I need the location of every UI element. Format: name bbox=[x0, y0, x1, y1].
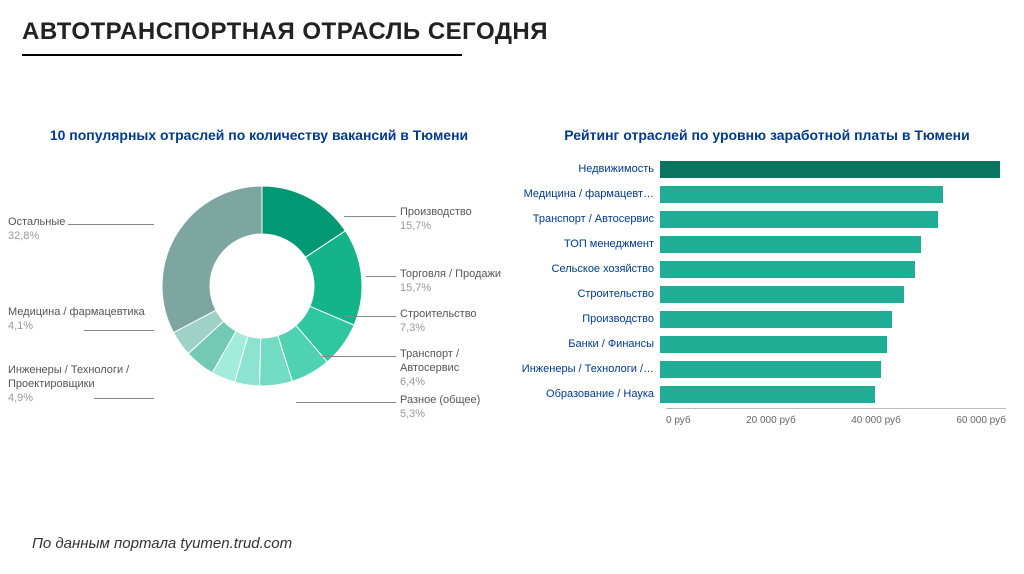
bar-chart-title: Рейтинг отраслей по уровню заработной пл… bbox=[514, 126, 1020, 144]
callout-line bbox=[296, 402, 396, 403]
bar-track bbox=[660, 311, 1020, 328]
bar-label: Инженеры / Технологи /… bbox=[520, 363, 660, 375]
bar-track bbox=[660, 361, 1020, 378]
callout-line bbox=[366, 276, 396, 277]
donut-callout: Торговля / Продажи15,7% bbox=[400, 268, 501, 296]
bar-track bbox=[660, 211, 1020, 228]
callout-pct: 6,4% bbox=[400, 376, 514, 390]
bar-row: Банки / Финансы bbox=[520, 333, 1020, 355]
bar-label: Банки / Финансы bbox=[520, 338, 660, 350]
x-tick: 40 000 руб bbox=[851, 415, 901, 426]
donut-chart-area: Производство15,7%Торговля / Продажи15,7%… bbox=[4, 158, 514, 468]
bar-row: Строительство bbox=[520, 283, 1020, 305]
bar-label: Строительство bbox=[520, 288, 660, 300]
callout-line bbox=[322, 356, 396, 357]
bar-label: Производство bbox=[520, 313, 660, 325]
callout-pct: 4,1% bbox=[8, 320, 148, 334]
bar-row: Недвижимость bbox=[520, 158, 1020, 180]
bar-row: Производство bbox=[520, 308, 1020, 330]
bar-fill bbox=[660, 236, 921, 253]
x-tick: 60 000 руб bbox=[956, 415, 1006, 426]
bar-track bbox=[660, 236, 1020, 253]
bar-fill bbox=[660, 161, 1000, 178]
x-tick: 20 000 руб bbox=[746, 415, 796, 426]
callout-label: Остальные bbox=[8, 216, 148, 230]
donut-callout: Транспорт / Автосервис6,4% bbox=[400, 348, 514, 389]
bar-label: Недвижимость bbox=[520, 163, 660, 175]
donut-svg bbox=[154, 178, 370, 394]
bar-row: Транспорт / Автосервис bbox=[520, 208, 1020, 230]
donut-callout: Разное (общее)5,3% bbox=[400, 394, 480, 422]
donut-callout: Инженеры / Технологи / Проектировщики4,9… bbox=[8, 364, 148, 405]
bar-track bbox=[660, 161, 1020, 178]
bar-row: Сельское хозяйство bbox=[520, 258, 1020, 280]
bar-chart: Рейтинг отраслей по уровню заработной пл… bbox=[514, 126, 1020, 468]
callout-line bbox=[84, 330, 154, 331]
title-underline bbox=[22, 54, 462, 56]
donut-callout: Производство15,7% bbox=[400, 206, 472, 234]
callout-line bbox=[344, 216, 396, 217]
bar-x-axis: 0 руб 20 000 руб 40 000 руб 60 000 руб bbox=[666, 408, 1006, 426]
bar-track bbox=[660, 336, 1020, 353]
callout-line bbox=[344, 316, 396, 317]
callout-label: Медицина / фармацевтика bbox=[8, 306, 148, 320]
bar-fill bbox=[660, 261, 915, 278]
bar-track bbox=[660, 386, 1020, 403]
callout-label: Торговля / Продажи bbox=[400, 268, 501, 282]
callout-label: Транспорт / Автосервис bbox=[400, 348, 514, 376]
donut-slice bbox=[162, 186, 262, 333]
bar-row: Образование / Наука bbox=[520, 383, 1020, 405]
bar-row: Медицина / фармацевт… bbox=[520, 183, 1020, 205]
charts-row: 10 популярных отраслей по количеству вак… bbox=[0, 126, 1024, 468]
bar-row: Инженеры / Технологи /… bbox=[520, 358, 1020, 380]
donut-chart: 10 популярных отраслей по количеству вак… bbox=[4, 126, 514, 468]
callout-label: Инженеры / Технологи / Проектировщики bbox=[8, 364, 148, 392]
callout-pct: 15,7% bbox=[400, 220, 472, 234]
bar-label: Транспорт / Автосервис bbox=[520, 213, 660, 225]
bar-fill bbox=[660, 361, 881, 378]
bar-chart-area: Недвижимость Медицина / фармацевт… Транспо… bbox=[520, 158, 1020, 438]
donut-callout: Остальные32,8% bbox=[8, 216, 148, 244]
bar-label: Образование / Наука bbox=[520, 388, 660, 400]
bar-track bbox=[660, 261, 1020, 278]
bar-fill bbox=[660, 211, 938, 228]
bar-row: ТОП менеджмент bbox=[520, 233, 1020, 255]
callout-label: Производство bbox=[400, 206, 472, 220]
bar-label: Сельское хозяйство bbox=[520, 263, 660, 275]
page-title: АВТОТРАНСПОРТНАЯ ОТРАСЛЬ СЕГОДНЯ bbox=[0, 0, 1024, 54]
bar-fill bbox=[660, 186, 943, 203]
x-tick: 0 руб bbox=[666, 415, 691, 426]
bar-track bbox=[660, 286, 1020, 303]
bar-track bbox=[660, 186, 1020, 203]
callout-line bbox=[94, 398, 154, 399]
callout-pct: 15,7% bbox=[400, 282, 501, 296]
callout-line bbox=[68, 224, 154, 225]
bar-fill bbox=[660, 286, 904, 303]
bar-label: Медицина / фармацевт… bbox=[520, 188, 660, 200]
bar-fill bbox=[660, 386, 875, 403]
donut-callout: Строительство7,3% bbox=[400, 308, 477, 336]
callout-pct: 5,3% bbox=[400, 408, 480, 422]
bar-fill bbox=[660, 311, 892, 328]
bar-fill bbox=[660, 336, 887, 353]
donut-chart-title: 10 популярных отраслей по количеству вак… bbox=[4, 126, 514, 144]
bar-label: ТОП менеджмент bbox=[520, 238, 660, 250]
callout-label: Строительство bbox=[400, 308, 477, 322]
callout-label: Разное (общее) bbox=[400, 394, 480, 408]
footer-note: По данным портала tyumen.trud.com bbox=[32, 535, 292, 552]
callout-pct: 32,8% bbox=[8, 230, 148, 244]
callout-pct: 7,3% bbox=[400, 322, 477, 336]
